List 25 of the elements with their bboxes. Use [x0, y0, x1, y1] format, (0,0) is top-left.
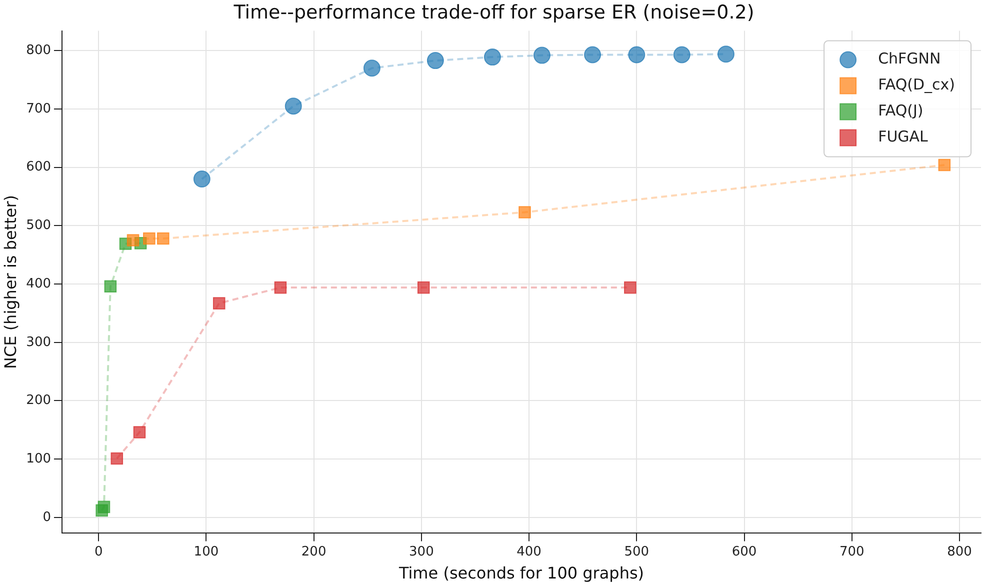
legend-label: FUGAL [878, 128, 929, 146]
x-tick-label: 200 [301, 544, 326, 560]
y-tick-label: 500 [26, 218, 52, 234]
legend-label: FAQ(D_cx) [878, 76, 956, 94]
x-tick-label: 300 [409, 544, 434, 560]
y-tick-label: 600 [26, 160, 52, 175]
x-tick-label: 600 [732, 544, 757, 560]
y-tick-label: 0 [42, 510, 52, 525]
y-tick-label: 700 [26, 101, 52, 116]
x-tick-label: 0 [94, 544, 103, 560]
y-tick-label: 200 [26, 393, 52, 408]
x-tick-label: 500 [624, 544, 650, 560]
x-axis-title: Time (seconds for 100 graphs) [398, 564, 644, 583]
x-tick-label: 800 [947, 544, 972, 560]
y-tick-label: 100 [26, 451, 52, 466]
x-tick-label: 700 [839, 544, 864, 560]
x-tick-label: 400 [516, 544, 542, 560]
legend-label: ChFGNN [878, 50, 941, 68]
y-tick-label: 400 [26, 276, 52, 292]
y-tick-label: 800 [26, 43, 52, 58]
legend-label: FAQ(J) [878, 102, 924, 120]
y-tick-label: 300 [26, 334, 52, 350]
y-axis-title: NCE (higher is better) [0, 194, 20, 370]
chart-title: Time--performance trade-off for sparse ER (noise=0.2) [232, 1, 754, 24]
x-tick-label: 100 [194, 544, 219, 560]
